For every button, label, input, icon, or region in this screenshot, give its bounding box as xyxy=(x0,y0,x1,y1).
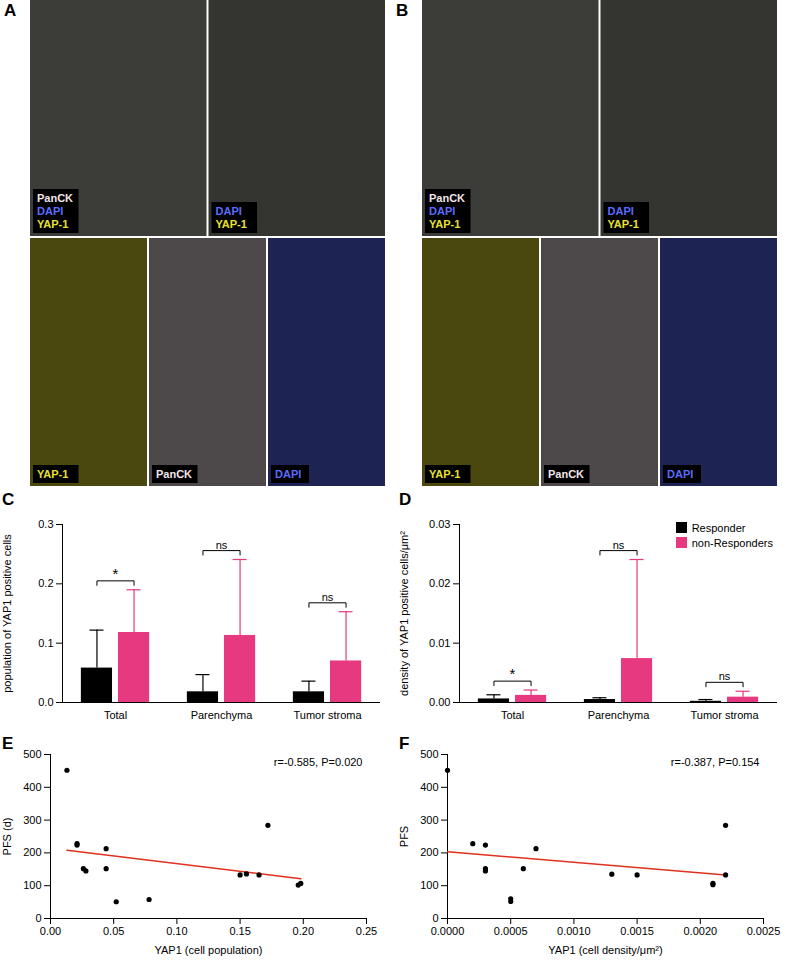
svg-text:*: * xyxy=(510,665,516,682)
svg-text:DAPI: DAPI xyxy=(37,205,63,217)
svg-text:300: 300 xyxy=(23,814,41,826)
svg-text:100: 100 xyxy=(23,879,41,891)
svg-text:PFS (d): PFS (d) xyxy=(1,818,13,856)
svg-text:PanCK: PanCK xyxy=(429,192,465,204)
svg-text:0.20: 0.20 xyxy=(293,925,314,937)
svg-text:PanCK: PanCK xyxy=(37,192,73,204)
svg-text:200: 200 xyxy=(420,846,438,858)
svg-text:Parenchyma: Parenchyma xyxy=(191,709,254,721)
svg-text:300: 300 xyxy=(420,814,438,826)
svg-text:DAPI: DAPI xyxy=(275,468,301,480)
svg-text:500: 500 xyxy=(420,748,438,760)
svg-text:population of YAP1 positive ce: population of YAP1 positive cells xyxy=(1,534,13,693)
svg-text:PanCK: PanCK xyxy=(156,468,192,480)
html-text:D: D xyxy=(399,490,412,509)
svg-text:100: 100 xyxy=(420,879,438,891)
svg-text:400: 400 xyxy=(23,781,41,793)
svg-text:0.0005: 0.0005 xyxy=(494,925,528,937)
svg-text:0.00: 0.00 xyxy=(40,925,61,937)
html-text:A: A xyxy=(4,1,17,20)
html-text:non-Responders: non-Responders xyxy=(691,536,773,549)
svg-text:0.00: 0.00 xyxy=(429,696,450,708)
svg-text:PanCK: PanCK xyxy=(548,468,584,480)
svg-text:Tumor stroma: Tumor stroma xyxy=(293,709,362,721)
html-text:E: E xyxy=(2,734,14,753)
svg-text:DAPI: DAPI xyxy=(429,205,455,217)
svg-text:YAP-1: YAP-1 xyxy=(608,218,639,230)
html-text:F: F xyxy=(399,734,410,753)
svg-text:ns: ns xyxy=(322,591,334,603)
svg-text:Total: Total xyxy=(501,709,524,721)
svg-text:density of YAP1 positive cells: density of YAP1 positive cells/μm² xyxy=(398,531,410,696)
html-text:C: C xyxy=(2,490,15,509)
svg-text:YAP-1: YAP-1 xyxy=(37,218,68,230)
svg-text:YAP-1: YAP-1 xyxy=(429,468,460,480)
svg-text:r=-0.585, P=0.020: r=-0.585, P=0.020 xyxy=(274,756,363,768)
svg-text:0.02: 0.02 xyxy=(429,577,450,589)
svg-text:Total: Total xyxy=(104,709,127,721)
svg-text:DAPI: DAPI xyxy=(216,205,242,217)
svg-text:0: 0 xyxy=(35,912,41,924)
svg-text:Tumor stroma: Tumor stroma xyxy=(690,709,759,721)
svg-text:0.05: 0.05 xyxy=(103,925,124,937)
svg-text:Parenchyma: Parenchyma xyxy=(588,709,651,721)
svg-text:0.10: 0.10 xyxy=(166,925,187,937)
svg-text:0: 0 xyxy=(432,912,438,924)
html-text:B: B xyxy=(396,1,409,20)
svg-text:0.0020: 0.0020 xyxy=(683,925,717,937)
svg-text:0.0025: 0.0025 xyxy=(747,925,781,937)
svg-text:0.0000: 0.0000 xyxy=(431,925,465,937)
svg-text:0.25: 0.25 xyxy=(356,925,377,937)
svg-text:200: 200 xyxy=(23,846,41,858)
svg-text:YAP-1: YAP-1 xyxy=(429,218,460,230)
svg-text:400: 400 xyxy=(420,781,438,793)
svg-text:YAP1 (cell population): YAP1 (cell population) xyxy=(154,944,262,956)
html-text:Responder: Responder xyxy=(691,521,746,534)
svg-text:YAP1 (cell density/μm²): YAP1 (cell density/μm²) xyxy=(548,944,662,956)
svg-text:0.03: 0.03 xyxy=(429,518,450,530)
svg-text:0.0: 0.0 xyxy=(38,696,53,708)
svg-text:0.2: 0.2 xyxy=(38,577,53,589)
svg-text:0.0015: 0.0015 xyxy=(620,925,654,937)
svg-text:DAPI: DAPI xyxy=(608,205,634,217)
svg-text:YAP-1: YAP-1 xyxy=(216,218,247,230)
svg-text:0.3: 0.3 xyxy=(38,518,53,530)
svg-text:ns: ns xyxy=(613,539,625,551)
svg-text:0.01: 0.01 xyxy=(429,637,450,649)
svg-text:0.0010: 0.0010 xyxy=(557,925,591,937)
svg-text:0.15: 0.15 xyxy=(229,925,250,937)
svg-text:0.1: 0.1 xyxy=(38,637,53,649)
svg-text:500: 500 xyxy=(23,748,41,760)
svg-text:DAPI: DAPI xyxy=(667,468,693,480)
svg-text:*: * xyxy=(113,565,119,582)
svg-text:YAP-1: YAP-1 xyxy=(37,468,68,480)
svg-text:r=-0.387, P=0.154: r=-0.387, P=0.154 xyxy=(671,756,760,768)
svg-text:ns: ns xyxy=(719,670,731,682)
svg-text:PFS: PFS xyxy=(398,826,410,847)
svg-text:ns: ns xyxy=(216,539,228,551)
